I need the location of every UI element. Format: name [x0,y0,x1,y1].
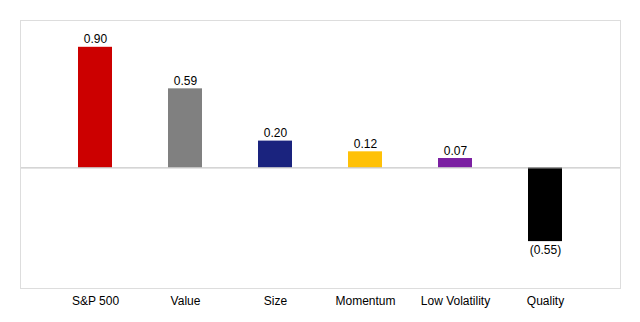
svg-text:Value: Value [171,294,201,308]
svg-text:Momentum: Momentum [335,294,395,308]
svg-text:0.59: 0.59 [174,74,198,88]
svg-text:Low Volatility: Low Volatility [421,294,490,308]
svg-text:Quality: Quality [527,294,564,308]
svg-text:(0.55): (0.55) [530,243,561,257]
svg-text:0.90: 0.90 [84,32,108,46]
svg-text:0.07: 0.07 [444,144,468,158]
svg-text:0.20: 0.20 [264,126,288,140]
svg-text:Size: Size [264,294,288,308]
svg-text:S&P 500: S&P 500 [72,294,119,308]
svg-text:0.12: 0.12 [354,137,378,151]
